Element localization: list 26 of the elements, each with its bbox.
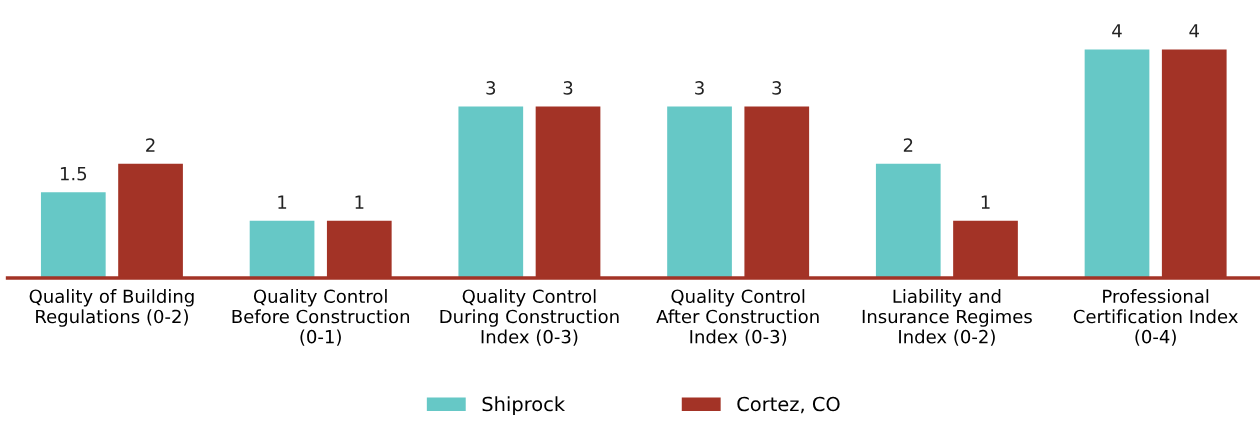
x-tick-label: Quality Control After Construction Index (0-3): [656, 289, 819, 346]
x-tick-label: Quality Control During Construction Index (0-3): [440, 289, 619, 346]
data-label: 3: [486, 81, 496, 95]
data-label: 4: [1189, 24, 1199, 38]
data-label: 3: [772, 81, 782, 95]
legend-label: Cortez, CO: [737, 396, 840, 414]
data-label: 4: [1112, 24, 1122, 38]
data-label: 3: [695, 81, 704, 95]
bar: [40, 192, 106, 278]
x-tick-label: Quality of Building Regulations (0-2): [29, 289, 194, 327]
data-label: 1: [278, 195, 287, 209]
bar: [458, 106, 524, 278]
x-tick-label: Liability and Insurance Regimes Index (0-2): [862, 289, 1032, 346]
bar: [1084, 49, 1150, 278]
bar: [667, 106, 732, 278]
data-label: 3: [563, 81, 573, 95]
data-label: 2: [146, 138, 155, 152]
x-tick-label: Quality Control Before Construction (0-1): [232, 289, 409, 346]
data-label: 1: [355, 195, 364, 209]
bar: [249, 220, 315, 278]
bar: [875, 163, 941, 278]
legend-label: Shiprock: [482, 396, 566, 416]
x-tick-label: Professional Certification Index (0-4): [1073, 289, 1238, 346]
data-label: 2: [903, 138, 913, 152]
data-label: 1: [981, 195, 990, 209]
data-label: 1.5: [60, 167, 87, 181]
